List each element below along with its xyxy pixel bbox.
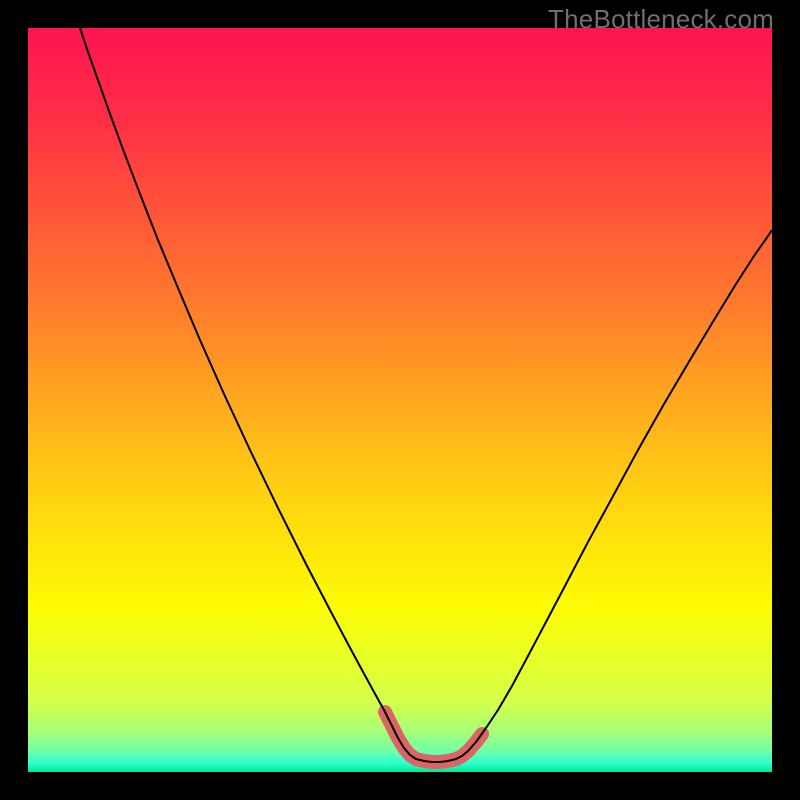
plot-area [28,28,772,772]
chart-frame: TheBottleneck.com [0,0,800,800]
bottleneck-curve [80,28,772,762]
bottleneck-highlight [385,712,482,762]
watermark-text: TheBottleneck.com [548,4,774,35]
curve-layer [28,28,772,772]
